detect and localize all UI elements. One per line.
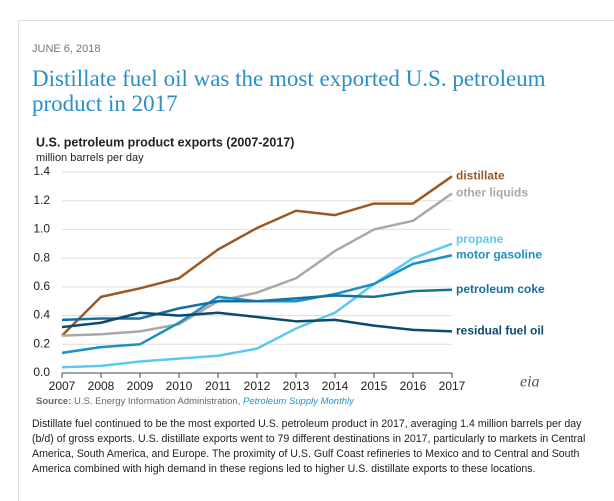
chart-title: U.S. petroleum product exports (2007-201…: [36, 135, 294, 149]
body-text: Distillate fuel continued to be the most…: [32, 418, 586, 475]
x-tick-label: 2013: [283, 379, 310, 393]
series-line: [61, 288, 453, 322]
x-tick-label: 2016: [400, 379, 427, 393]
series-label: distillate: [456, 168, 505, 182]
x-tick-label: 2015: [361, 379, 388, 393]
source-text: U.S. Energy Information Administration,: [74, 396, 240, 407]
x-tick-label: 2011: [205, 379, 231, 393]
series-label: petroleum coke: [456, 282, 545, 296]
series-label: propane: [456, 232, 504, 246]
source: Source: U.S. Energy Information Administ…: [36, 396, 355, 407]
y-axis-label: million barrels per day: [36, 152, 144, 164]
date: JUNE 6, 2018: [32, 43, 101, 55]
y-tick-label: 0.2: [33, 336, 50, 350]
headline: Distillate fuel oil was the most exporte…: [32, 66, 546, 116]
series-label: motor gasoline: [456, 247, 542, 261]
series-label: residual fuel oil: [456, 324, 544, 338]
y-tick-label: 0.6: [33, 279, 50, 293]
x-tick-label: 2009: [127, 379, 154, 393]
y-tick-label: 1.0: [33, 222, 50, 236]
y-tick-label: 0.8: [33, 250, 50, 264]
source-label: Source:: [36, 396, 71, 407]
x-tick-label: 2007: [49, 379, 76, 393]
logo: eia: [520, 374, 540, 391]
series-line: [61, 192, 453, 337]
x-tick-label: 2017: [439, 379, 466, 393]
frame: [18, 20, 614, 501]
series-label: other liquids: [456, 186, 528, 200]
source-italic: Petroleum Supply Monthly: [243, 396, 355, 407]
y-tick-label: 0.4: [33, 308, 50, 322]
series-line: [61, 242, 453, 369]
x-tick-label: 2014: [322, 379, 349, 393]
y-tick-label: 1.2: [33, 193, 50, 207]
series-line: [61, 311, 453, 333]
x-tick-label: 2008: [88, 379, 115, 393]
y-tick-label: 0.0: [33, 365, 50, 379]
x-tick-label: 2012: [244, 379, 271, 393]
x-tick-label: 2010: [166, 379, 193, 393]
chart: U.S. petroleum product exports (2007-201…: [33, 135, 545, 407]
y-tick-label: 1.4: [33, 164, 50, 178]
series-line: [61, 175, 453, 337]
